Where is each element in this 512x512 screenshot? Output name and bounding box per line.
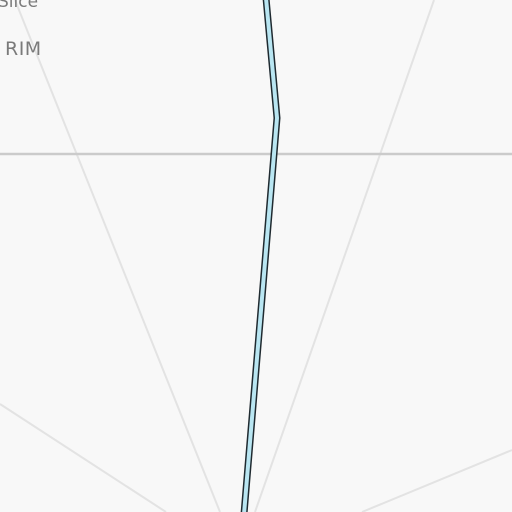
road[interactable] xyxy=(254,0,435,512)
road[interactable] xyxy=(0,403,167,512)
route-line[interactable] xyxy=(242,0,280,512)
road[interactable] xyxy=(361,449,512,512)
map-label-area: RIM xyxy=(5,38,42,60)
map-label-top-partial: Slice xyxy=(0,0,39,12)
road[interactable] xyxy=(14,0,221,512)
